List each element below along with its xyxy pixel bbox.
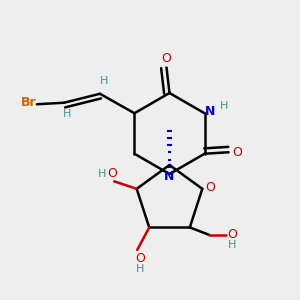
Text: O: O [205,181,215,194]
Text: N: N [164,170,175,184]
Text: H: H [228,239,237,250]
Text: N: N [205,105,215,118]
Text: H: H [136,263,144,274]
Text: O: O [107,167,117,180]
Text: O: O [162,52,171,65]
Text: Br: Br [21,96,36,109]
Text: O: O [232,146,242,159]
Text: O: O [227,227,237,241]
Text: H: H [220,101,228,111]
Text: H: H [100,76,109,86]
Text: H: H [98,169,106,179]
Text: H: H [63,109,72,119]
Text: O: O [135,252,145,265]
